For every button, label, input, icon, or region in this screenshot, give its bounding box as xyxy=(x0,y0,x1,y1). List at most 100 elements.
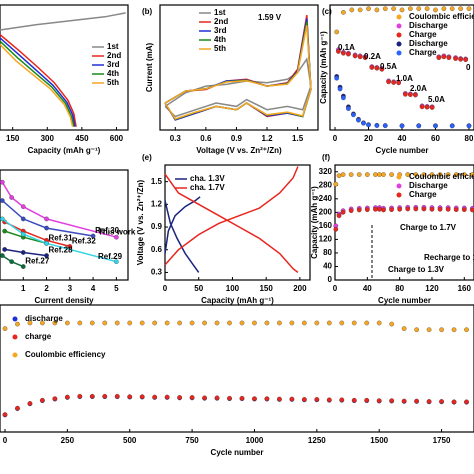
x-axis-label: Cycle number xyxy=(376,146,429,155)
x-tick-label: 1.5 xyxy=(292,134,304,143)
data-point xyxy=(364,397,370,403)
data-point xyxy=(346,106,351,111)
x-tick-label: 4 xyxy=(91,284,96,293)
data-point xyxy=(339,320,345,326)
series-line xyxy=(164,14,312,121)
x-tick-label: 120 xyxy=(425,284,439,293)
data-point xyxy=(373,172,378,177)
data-point xyxy=(466,6,472,12)
data-point xyxy=(127,394,133,400)
data-point xyxy=(414,327,419,333)
legend-label: 1st xyxy=(214,8,226,17)
data-point xyxy=(340,210,346,215)
data-point xyxy=(414,398,419,404)
data-point xyxy=(152,320,158,326)
x-tick-label: 40 xyxy=(363,284,372,293)
data-point xyxy=(466,123,472,129)
series-label: Ref.28 xyxy=(49,246,74,255)
data-point xyxy=(429,172,435,177)
data-point xyxy=(15,405,20,411)
plot-frame xyxy=(159,4,319,131)
x-tick-label: 80 xyxy=(395,284,404,293)
data-point xyxy=(441,54,447,60)
data-point xyxy=(277,320,282,326)
data-point xyxy=(416,123,422,129)
data-point xyxy=(0,198,5,203)
y-tick-label: 0.9 xyxy=(151,222,163,231)
x-tick-label: 20 xyxy=(364,134,373,143)
data-point xyxy=(357,54,363,60)
x-tick-label: 0.3 xyxy=(170,134,182,143)
y-tick-label: 160 xyxy=(319,221,333,230)
data-point xyxy=(439,399,444,404)
x-tick-label: 1.2 xyxy=(261,134,273,143)
data-point xyxy=(369,65,375,70)
data-point xyxy=(382,6,388,12)
x-tick-label: 50 xyxy=(194,284,203,293)
data-point xyxy=(397,206,403,212)
data-point xyxy=(152,394,158,400)
data-point xyxy=(346,51,351,57)
data-point xyxy=(289,396,295,402)
x-tick-label: 40 xyxy=(398,134,407,143)
data-point xyxy=(399,7,405,13)
data-point xyxy=(463,57,468,62)
data-point xyxy=(214,395,220,401)
data-point xyxy=(401,326,407,331)
data-point xyxy=(389,172,394,177)
series-line xyxy=(0,34,77,127)
x-axis-label: Cycle number xyxy=(211,448,264,457)
data-point xyxy=(326,397,332,403)
x-tick-label: 2 xyxy=(44,284,49,293)
data-point xyxy=(364,172,370,177)
legend-swatch xyxy=(396,174,402,180)
legend-swatch xyxy=(396,50,402,56)
annotation: Charge to 1.7V xyxy=(400,223,457,232)
data-point xyxy=(77,393,83,399)
data-point xyxy=(336,213,342,219)
data-point xyxy=(445,172,451,177)
data-point xyxy=(9,259,14,265)
legend-label: 1st xyxy=(107,42,119,51)
data-point xyxy=(326,320,332,326)
data-point xyxy=(20,216,26,222)
data-point xyxy=(374,7,380,13)
x-tick-label: 600 xyxy=(110,134,124,143)
data-point xyxy=(421,172,427,177)
data-point xyxy=(413,206,419,212)
data-point xyxy=(239,320,245,326)
data-point xyxy=(416,6,422,12)
data-point xyxy=(114,234,119,240)
x-tick-label: 60 xyxy=(431,134,440,143)
data-point xyxy=(364,320,370,326)
x-axis-label: Cycle number xyxy=(378,296,431,305)
annotation: 0.2A xyxy=(364,52,381,61)
annotation: 0.5A xyxy=(380,62,397,71)
legend-swatch xyxy=(396,23,402,29)
y-tick-label: 1.2 xyxy=(151,199,163,208)
legend-label: 4th xyxy=(214,35,226,44)
data-point xyxy=(389,398,395,403)
annotation: Charge to 1.3V xyxy=(388,265,445,274)
data-point xyxy=(77,320,83,326)
data-point xyxy=(426,327,432,333)
data-point xyxy=(374,123,380,128)
series-line xyxy=(0,12,126,31)
y-axis-label: Capacity (mAh g⁻¹) xyxy=(310,186,319,259)
data-point xyxy=(252,396,257,402)
data-point xyxy=(437,206,443,212)
x-tick-label: 1500 xyxy=(370,436,388,445)
data-point xyxy=(357,7,363,13)
legend-label: 2nd xyxy=(214,17,228,26)
data-point xyxy=(20,231,26,237)
data-point xyxy=(470,172,474,177)
data-point xyxy=(396,80,402,86)
x-tick-label: 300 xyxy=(41,134,55,143)
data-point xyxy=(65,320,70,326)
data-point xyxy=(20,250,26,255)
plot-frame xyxy=(0,169,129,281)
data-point xyxy=(341,10,346,15)
data-point xyxy=(336,173,342,178)
legend-label: cha. 1.3V xyxy=(190,174,225,183)
legend-label: 2nd xyxy=(107,51,121,60)
